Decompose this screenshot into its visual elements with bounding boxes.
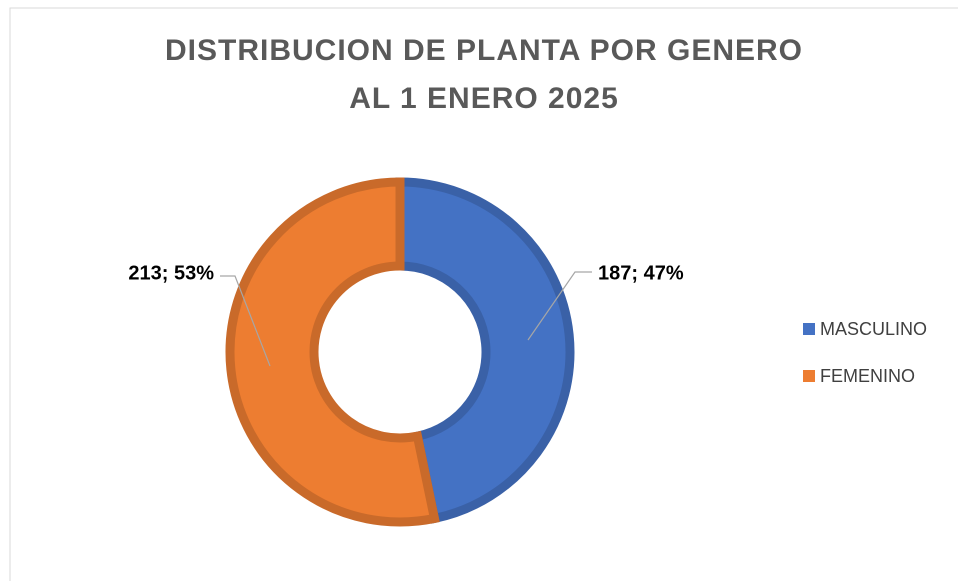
leader-line <box>220 275 271 367</box>
chart-title: AL 1 ENERO 2025 <box>349 82 619 115</box>
legend-label: FEMENINO <box>820 366 915 386</box>
legend-swatch <box>803 370 815 382</box>
legend-label: MASCULINO <box>820 319 927 339</box>
data-label: 187; 47% <box>598 262 684 284</box>
donut-slice <box>395 177 575 524</box>
leader-line <box>527 271 592 341</box>
chart-title: DISTRIBUCION DE PLANTA POR GENERO <box>165 34 803 67</box>
donut-slice <box>225 177 440 527</box>
legend-swatch <box>803 323 815 335</box>
data-label: 213; 53% <box>128 262 214 284</box>
